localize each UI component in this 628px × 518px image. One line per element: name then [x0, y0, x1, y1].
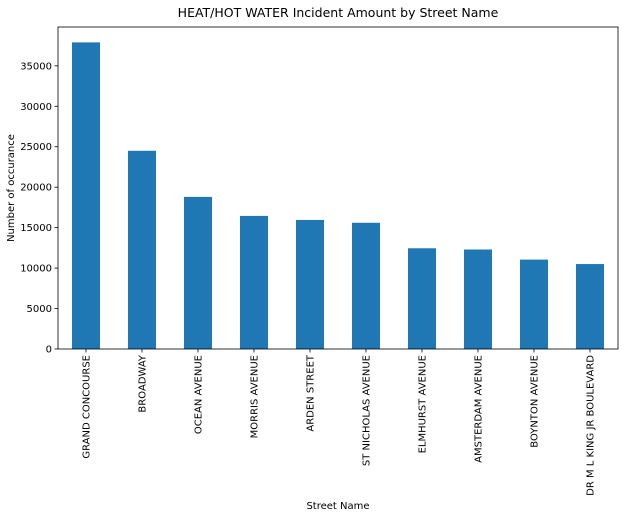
y-tick-label: 20000 [20, 183, 52, 194]
y-tick-label: 25000 [20, 142, 52, 153]
x-tick-label: BROADWAY [138, 354, 149, 412]
bar-6 [408, 248, 436, 349]
y-tick-label: 10000 [20, 264, 52, 275]
bar-4 [296, 219, 324, 349]
bar-7 [464, 249, 492, 349]
y-tick-label: 0 [46, 345, 52, 356]
bar-8 [520, 259, 548, 349]
x-tick-label: OCEAN AVENUE [194, 355, 205, 434]
y-tick-label: 15000 [20, 223, 52, 234]
y-tick-label: 35000 [20, 61, 52, 72]
y-axis: 0 5000 10000 15000 20000 25000 30000 35000 [20, 61, 58, 356]
x-tick-label: ST NICHOLAS AVENUE [362, 355, 373, 466]
x-tick-label: MORRIS AVENUE [250, 355, 261, 438]
bar-0 [72, 42, 100, 350]
plot-area-frame [57, 26, 619, 350]
x-axis-label: Street Name [306, 501, 369, 512]
x-tick-label: GRAND CONCOURSE [82, 355, 93, 459]
bar-5 [352, 222, 380, 349]
bar-3 [240, 215, 268, 349]
x-axis: GRAND CONCOURSE BROADWAY OCEAN AVENUE MORRI… [82, 349, 597, 496]
y-tick-label: 5000 [27, 304, 52, 315]
bar-9 [576, 264, 604, 349]
x-tick-label: AMSTERDAM AVENUE [474, 355, 485, 463]
x-tick-label: ARDEN STREET [306, 354, 317, 432]
x-tick-label: BOYNTON AVENUE [530, 355, 541, 448]
chart-title: HEAT/HOT WATER Incident Amount by Street… [178, 5, 499, 20]
x-tick-label: DR M L KING JR BOULEVARD [586, 355, 597, 496]
x-tick-label: ELMHURST AVENUE [418, 355, 429, 453]
y-tick-label: 30000 [20, 102, 52, 113]
bar-1 [128, 150, 156, 349]
y-axis-label: Number of occurance [6, 134, 17, 242]
bars-group [72, 42, 604, 350]
bar-2 [184, 196, 212, 349]
